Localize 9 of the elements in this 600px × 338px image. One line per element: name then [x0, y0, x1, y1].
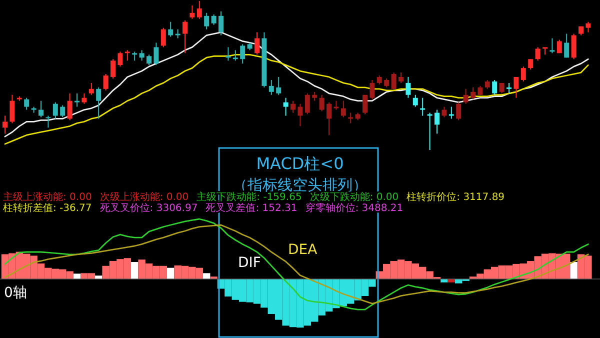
text: 死叉叉价位: 3306.97 [100, 202, 198, 214]
text: 柱转折价位: 3117.89 [406, 191, 505, 203]
series-label: DEA [288, 242, 318, 258]
series-label: DIF [238, 255, 261, 271]
text: MACD柱<0 [256, 154, 344, 173]
text: 主级上涨动能: 0.00 [3, 191, 92, 203]
annotation: 0轴 [4, 285, 27, 301]
text: 次级上涨动能: 0.00 [100, 191, 189, 203]
text: 柱转折差值: -36.77 [3, 202, 92, 214]
